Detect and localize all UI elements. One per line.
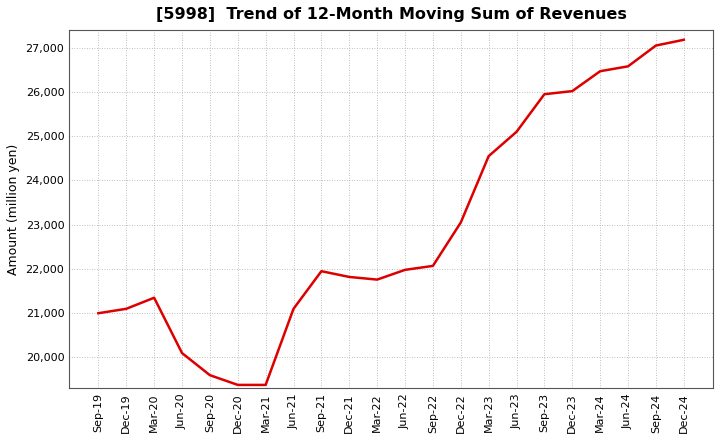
Y-axis label: Amount (million yen): Amount (million yen) (7, 143, 20, 275)
Title: [5998]  Trend of 12-Month Moving Sum of Revenues: [5998] Trend of 12-Month Moving Sum of R… (156, 7, 626, 22)
